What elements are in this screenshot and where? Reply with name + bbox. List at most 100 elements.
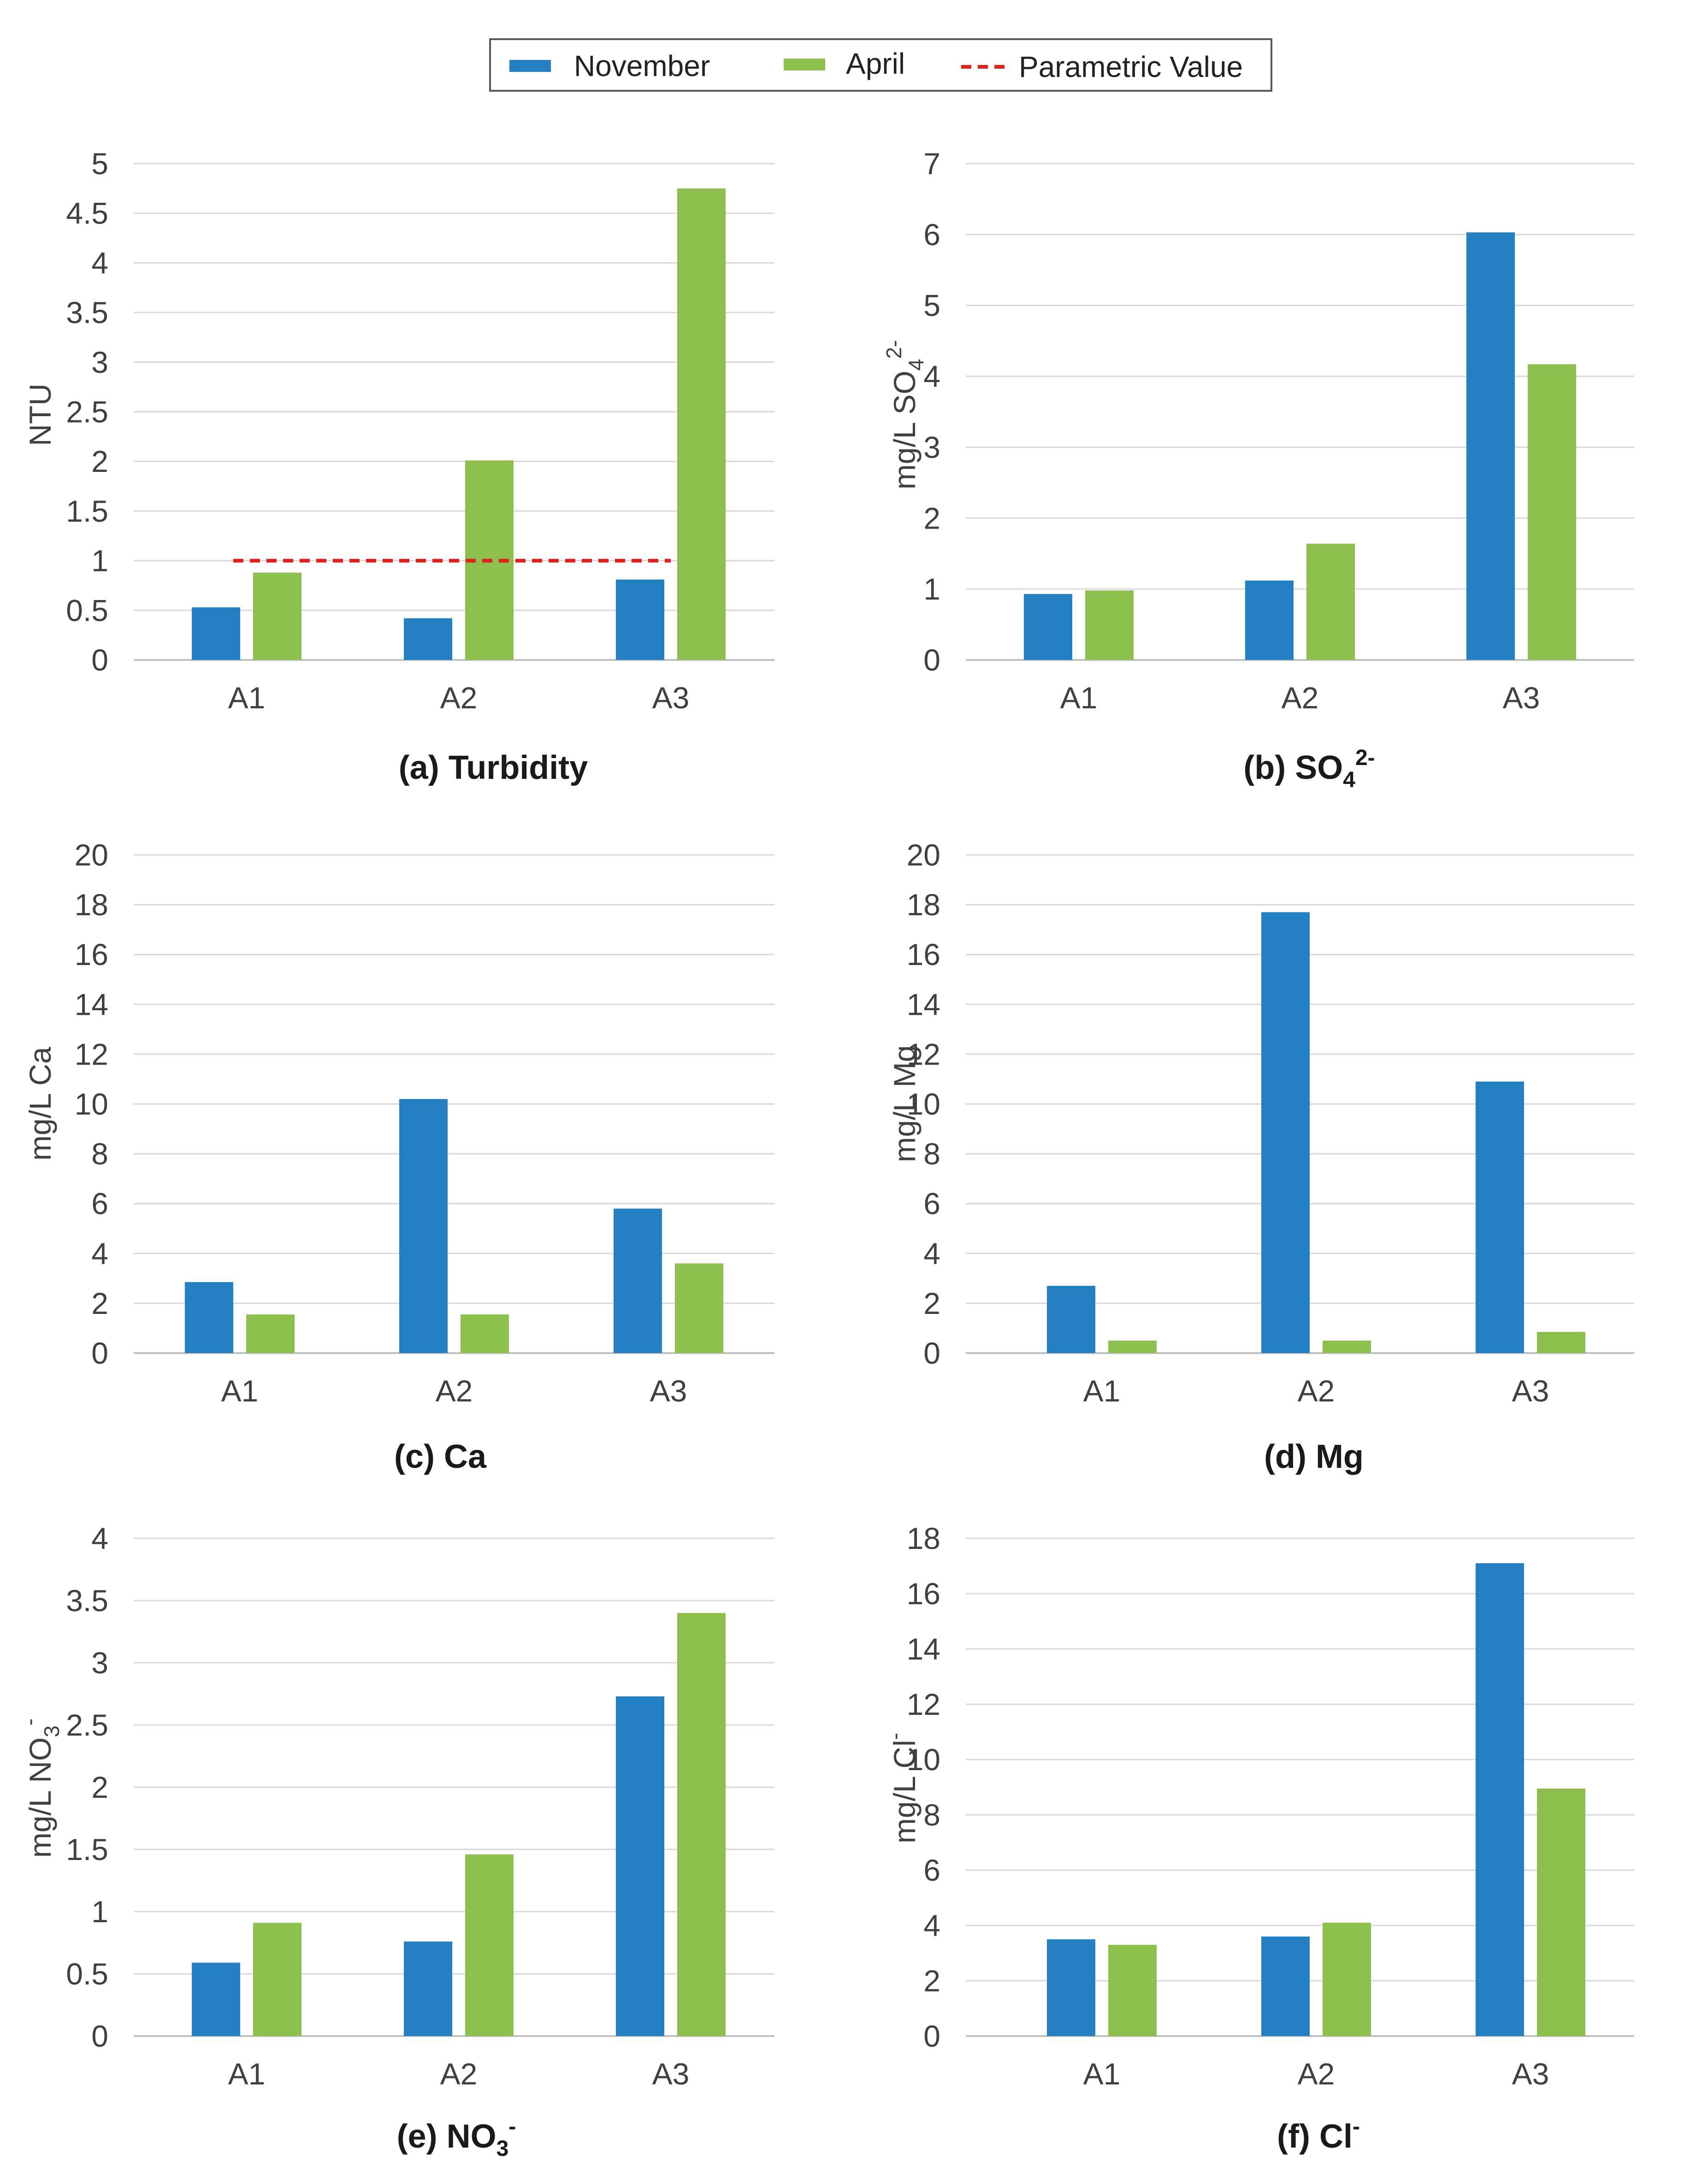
bar-november-a2: [1245, 580, 1294, 660]
bar-april-a1: [253, 572, 301, 660]
y-tick-label: 1: [91, 1895, 108, 1929]
y-tick-label: 16: [907, 937, 940, 971]
bar-november-a3: [1466, 232, 1515, 660]
y-tick-label: 8: [923, 1798, 940, 1832]
x-category-label: A1: [1060, 681, 1098, 715]
bar-april-a1: [246, 1314, 295, 1353]
x-category-label: A2: [1282, 681, 1319, 715]
x-category-label: A1: [221, 1374, 259, 1408]
y-tick-label: 2: [923, 1286, 940, 1320]
bar-november-a1: [192, 607, 240, 660]
y-axis-label-subscript: 4: [904, 359, 928, 371]
x-category-label: A1: [1083, 2057, 1121, 2091]
panel-caption-main: (c) Ca: [394, 1438, 487, 1475]
panel-caption-subscript: 4: [1343, 768, 1355, 792]
panel-caption: (a) Turbidity: [399, 749, 588, 786]
y-tick-label: 20: [907, 838, 940, 872]
y-tick-label: 1: [923, 572, 940, 606]
y-tick-label: 8: [91, 1137, 108, 1171]
y-tick-label: 3: [923, 430, 940, 464]
panel-caption-superscript: -: [1353, 2114, 1360, 2139]
panel-caption: (b) SO42-: [1243, 746, 1375, 792]
y-tick-label: 1.5: [66, 1832, 108, 1866]
y-axis-label-main: NTU: [23, 383, 57, 446]
y-tick-label: 2: [923, 1964, 940, 1998]
x-category-label: A1: [228, 2057, 266, 2091]
y-tick-label: 3.5: [66, 295, 108, 330]
x-category-label: A3: [650, 1374, 687, 1408]
y-tick-label: 10: [907, 1742, 940, 1777]
y-tick-label: 0.5: [66, 1957, 108, 1991]
y-tick-label: 3: [91, 1646, 108, 1680]
bar-april-a3: [1537, 1332, 1585, 1353]
y-axis-label-main: mg/L SO: [887, 371, 922, 489]
y-tick-label: 3.5: [66, 1584, 108, 1618]
legend-frame: [489, 38, 1272, 92]
y-axis-label-superscript: 2-: [882, 340, 906, 359]
y-tick-label: 6: [923, 1187, 940, 1221]
panel-caption-main: (f) Cl: [1277, 2118, 1353, 2155]
y-tick-label: 20: [75, 838, 108, 872]
x-category-label: A1: [1083, 1374, 1121, 1408]
legend-label-parametric: Parametric Value: [1019, 50, 1243, 83]
y-tick-label: 2: [91, 444, 108, 478]
y-tick-label: 6: [923, 218, 940, 252]
chart-panel-c: 0 2 4 6 8 10 12 14 16 18 20 A1 A2 A3 mg/L Ca (c) Ca: [23, 838, 774, 1475]
y-tick-label: 18: [907, 1521, 940, 1555]
x-category-label: A2: [1298, 2057, 1335, 2091]
y-axis-label: mg/L Cl-: [883, 1733, 922, 1843]
bar-april-a1: [253, 1923, 301, 2036]
y-tick-label: 12: [75, 1037, 108, 1071]
panel-caption: (f) Cl-: [1277, 2114, 1360, 2155]
y-tick-label: 18: [907, 888, 940, 922]
y-axis-label-subscript: 3: [40, 1725, 64, 1737]
bar-april-a2: [461, 1314, 509, 1353]
legend-swatch-april: [784, 59, 825, 71]
x-category-label: A3: [652, 681, 690, 715]
bar-november-a1: [192, 1962, 240, 2036]
x-category-label: A2: [436, 1374, 473, 1408]
y-axis-label: NTU: [23, 383, 57, 446]
y-tick-label: 0.5: [66, 593, 108, 627]
panel-caption: (c) Ca: [394, 1438, 487, 1475]
panel-caption-subscript: 3: [496, 2137, 509, 2161]
bar-november-a3: [616, 579, 664, 660]
y-tick-label: 4: [91, 1236, 108, 1271]
bar-april-a1: [1108, 1340, 1157, 1353]
y-tick-label: 1: [91, 544, 108, 578]
bar-november-a3: [616, 1696, 664, 2036]
legend-label-april: April: [846, 47, 905, 80]
panel-caption-main: (e) NO: [397, 2118, 496, 2155]
y-tick-label: 10: [75, 1087, 108, 1121]
bar-november-a2: [404, 618, 452, 660]
bar-november-a3: [1476, 1563, 1524, 2036]
y-tick-label: 0: [923, 1336, 940, 1370]
bar-november-a2: [1261, 912, 1310, 1353]
y-axis-label-main: mg/L NO: [23, 1737, 57, 1858]
bar-april-a3: [677, 188, 726, 660]
y-axis-label: mg/L Ca: [23, 1047, 57, 1160]
bar-november-a3: [1476, 1081, 1524, 1353]
bar-november-a1: [1047, 1939, 1095, 2036]
y-axis-label: mg/L SO42-: [882, 340, 928, 489]
bar-april-a3: [1528, 364, 1576, 660]
legend: November April Parametric Value: [489, 38, 1272, 92]
x-category-label: A2: [1298, 1374, 1335, 1408]
y-tick-label: 12: [907, 1687, 940, 1721]
chart-panel-a: 0 0.5 1 1.5 2 2.5 3 3.5 4 4.5 5 A1 A2 A3 NTU (a) Turbid…: [23, 147, 774, 786]
y-tick-label: 1.5: [66, 494, 108, 528]
bar-april-a2: [1323, 1923, 1371, 2036]
y-tick-label: 5: [91, 147, 108, 181]
y-tick-label: 2: [923, 501, 940, 535]
bar-april-a2: [1323, 1340, 1371, 1353]
y-tick-label: 4.5: [66, 196, 108, 230]
panel-caption-superscript: 2-: [1355, 746, 1375, 770]
bar-april-a3: [677, 1613, 726, 2036]
x-category-label: A2: [440, 681, 478, 715]
x-category-label: A2: [440, 2057, 478, 2091]
y-tick-label: 2: [91, 1770, 108, 1804]
y-tick-label: 4: [923, 1236, 940, 1271]
y-tick-label: 3: [91, 345, 108, 379]
legend-label-november: November: [574, 49, 710, 82]
